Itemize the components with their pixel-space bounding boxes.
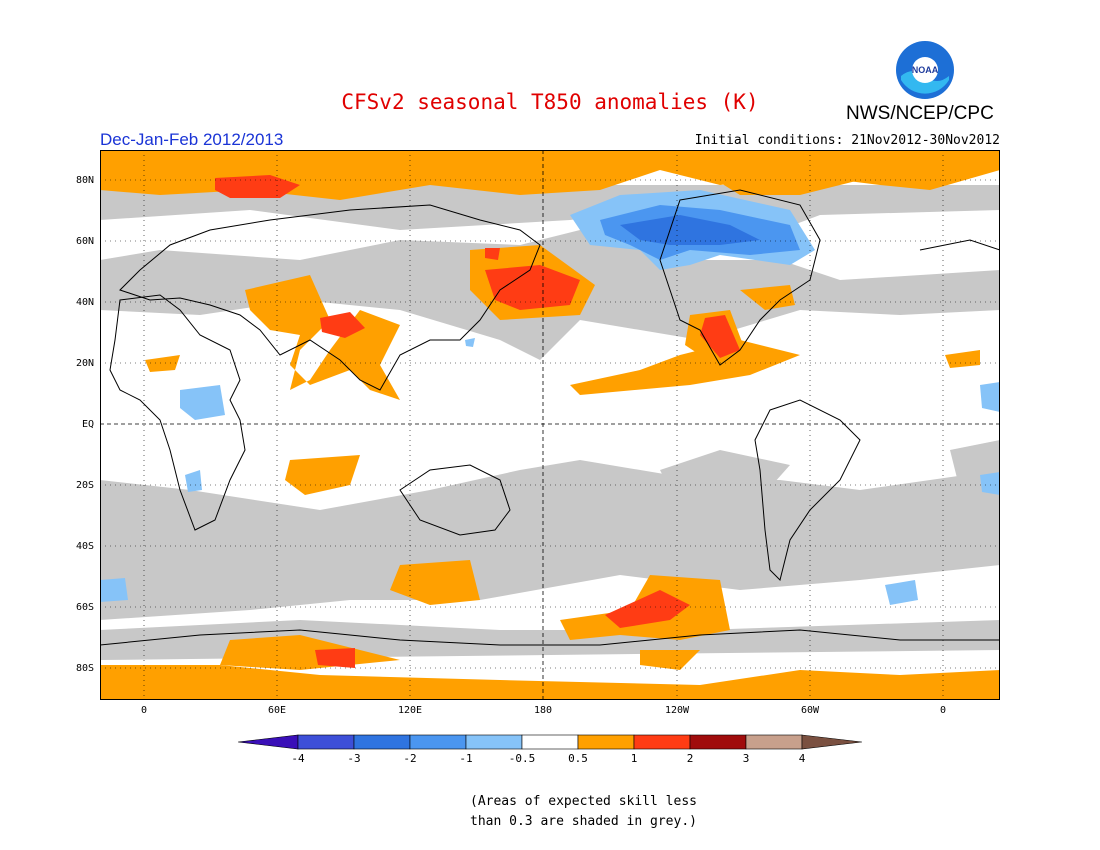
lat-label-80n: 80N (75, 175, 94, 186)
lon-label-60w: 60W (800, 705, 820, 716)
lon-label-120w: 120W (664, 705, 690, 716)
hot-anomalies (215, 175, 740, 668)
colorbar-label: -1 (459, 752, 473, 765)
lat-label-40n: 40N (75, 297, 94, 308)
colorbar (238, 734, 862, 750)
lat-label-60n: 60N (75, 236, 94, 247)
colorbar-cell (633, 734, 691, 750)
lat-label-20n: 20N (75, 358, 94, 369)
colorbar-cell (465, 734, 523, 750)
colorbar-arrow-high (801, 734, 862, 750)
colorbar-label: 4 (798, 752, 806, 765)
anomaly-map (100, 150, 1000, 700)
lat-label-20s: 20S (75, 480, 94, 491)
lat-label-60s: 60S (75, 602, 94, 613)
period-label: Dec-Jan-Feb 2012/2013 (100, 130, 284, 149)
lon-label-120e: 120E (397, 705, 423, 716)
coastlines (100, 189, 1000, 646)
agency-label: NWS/NCEP/CPC (846, 103, 994, 124)
colorbar-label: 0.5 (568, 752, 588, 765)
cold-anomalies (100, 190, 1000, 605)
lat-label-40s: 40S (75, 541, 94, 552)
colorbar-cell (577, 734, 635, 750)
footnote-line-2: than 0.3 are shaded in grey.) (470, 814, 697, 829)
colorbar-label: 3 (742, 752, 750, 765)
colorbar-label: -2 (403, 752, 417, 765)
colorbar-cell (297, 734, 355, 750)
lon-label-0-east: 0 (939, 705, 947, 716)
initial-conditions-label: Initial conditions: 21Nov2012-30Nov2012 (694, 133, 1000, 148)
colorbar-cell (409, 734, 467, 750)
footnote-line-1: (Areas of expected skill less (470, 794, 697, 809)
colorbar-cell (521, 734, 579, 750)
lon-label-180: 180 (533, 705, 553, 716)
logo-text: NOAA (912, 65, 939, 75)
colorbar-label: -4 (291, 752, 305, 765)
grid-lines (100, 150, 1000, 700)
colorbar-arrow-low (238, 734, 299, 750)
colorbar-label: 1 (630, 752, 638, 765)
skill-footnote: (Areas of expected skill less than 0.3 a… (470, 792, 697, 832)
equator-dateline (100, 150, 1000, 700)
colorbar-label: -3 (347, 752, 361, 765)
colorbar-cell (745, 734, 803, 750)
lat-label-80s: 80S (75, 663, 94, 674)
colorbar-cell (353, 734, 411, 750)
colorbar-cell (689, 734, 747, 750)
lat-label-eq: EQ (81, 419, 94, 430)
noaa-logo: NOAA (895, 40, 955, 104)
lon-label-0: 0 (140, 705, 148, 716)
colorbar-label: -0.5 (508, 752, 536, 765)
colorbar-label: 2 (686, 752, 694, 765)
map-title: CFSv2 seasonal T850 anomalies (K) (341, 90, 759, 114)
lon-label-60e: 60E (267, 705, 287, 716)
